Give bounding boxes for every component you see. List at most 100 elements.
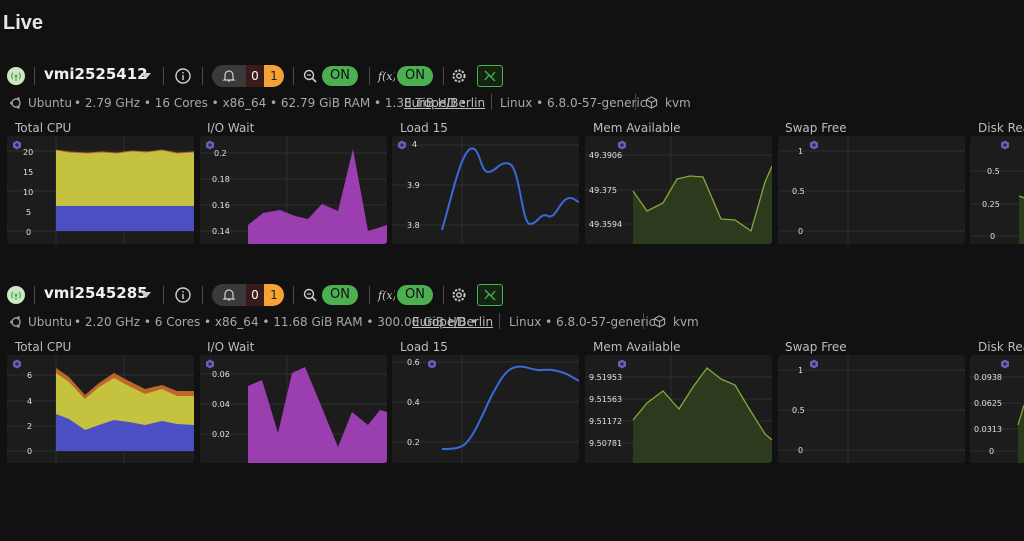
divider	[34, 286, 35, 304]
zoom-icon	[303, 288, 317, 302]
chart-off-button[interactable]	[477, 65, 503, 87]
y-tick: 6	[27, 371, 32, 380]
timezone-link[interactable]: Europe/Berlin	[404, 96, 486, 110]
zoom-toggle[interactable]: ON	[322, 66, 358, 86]
y-tick: 0.02	[212, 430, 230, 439]
function-icon: f(x)	[377, 70, 395, 83]
grafana-icon	[810, 359, 818, 369]
iowait-chart-panel[interactable]: 0.06 0.04 0.02	[200, 355, 387, 463]
zoom-toggle[interactable]: ON	[322, 285, 358, 305]
metric-label-swap: Swap Free	[785, 121, 847, 135]
divider	[499, 313, 500, 329]
virtualization: kvm	[665, 96, 691, 110]
ubuntu-icon	[10, 316, 21, 328]
y-tick: 9.50781	[589, 439, 622, 448]
chevron-down-icon[interactable]	[139, 69, 153, 83]
y-axis: 1 0.5 0	[792, 147, 805, 236]
chart-off-icon	[484, 70, 496, 82]
y-tick: 0	[27, 447, 32, 456]
swap-chart-panel[interactable]: 1 0.5 0	[778, 136, 965, 244]
y-tick: 2	[27, 422, 32, 431]
y-tick: 4	[412, 140, 417, 149]
svg-text:f(x): f(x)	[377, 70, 395, 83]
info-icon[interactable]	[174, 286, 192, 304]
critical-alert-count: 0	[246, 65, 264, 87]
timezone-link[interactable]: Europe/Berlin	[412, 315, 494, 329]
metric-label-cpu: Total CPU	[15, 121, 72, 135]
cpu-chart	[7, 136, 194, 244]
y-axis: 20 15 10 5 0	[23, 148, 33, 237]
divider	[163, 67, 164, 85]
divider	[163, 286, 164, 304]
y-tick: 0.06	[212, 370, 230, 379]
function-toggle[interactable]: ON	[397, 285, 433, 305]
y-axis: 9.51953 9.51563 9.51172 9.50781	[589, 373, 622, 448]
y-tick: 9.51172	[589, 417, 622, 426]
mem-chart-panel[interactable]: 9.51953 9.51563 9.51172 9.50781	[585, 355, 772, 463]
iowait-chart	[200, 355, 387, 463]
mem-chart-panel[interactable]: 49.3906 49.375 49.3594	[585, 136, 772, 244]
function-toggle[interactable]: ON	[397, 66, 433, 86]
virtualization: kvm	[673, 315, 699, 329]
y-axis: 0.6 0.4 0.2	[407, 358, 420, 447]
grafana-icon	[618, 359, 626, 369]
hardware-specs: • 2.20 GHz • 6 Cores • x86_64 • 11.68 Gi…	[74, 315, 477, 329]
hostname[interactable]: vmi2545285	[44, 284, 148, 302]
divider	[202, 67, 203, 85]
swap-chart-panel[interactable]: 1 0.5 0	[778, 355, 965, 463]
divider	[34, 67, 35, 85]
load-chart	[392, 136, 579, 244]
y-tick: 5	[26, 208, 31, 217]
y-axis: 0.0938 0.0625 0.0313 0	[974, 373, 1002, 456]
server-header: vmi2525412 0 1 ON f(x) ON	[0, 64, 1024, 88]
warning-alert-count: 1	[264, 65, 284, 87]
disk-chart-panel[interactable]: 0.0938 0.0625 0.0313 0	[970, 355, 1024, 463]
chart-off-button[interactable]	[477, 284, 503, 306]
hostname[interactable]: vmi2525412	[44, 65, 148, 83]
cpu-chart-panel[interactable]: 6 4 2 0	[7, 355, 194, 463]
y-axis: 49.3906 49.375 49.3594	[589, 151, 622, 229]
y-tick: 9.51953	[589, 373, 622, 382]
y-tick: 0	[990, 232, 995, 241]
y-tick: 49.375	[589, 186, 617, 195]
y-tick: 0.0313	[974, 425, 1002, 434]
y-axis: 0.5 0.25 0	[982, 167, 1000, 241]
metric-label-disk: Disk Read	[978, 340, 1024, 354]
divider	[293, 67, 294, 85]
load-chart	[392, 355, 579, 463]
gear-icon[interactable]	[450, 67, 468, 85]
load-chart-panel[interactable]: 0.6 0.4 0.2	[392, 355, 579, 463]
cube-icon	[653, 315, 666, 328]
y-tick: 0.04	[212, 400, 230, 409]
y-axis: 1 0.5 0	[792, 366, 805, 455]
critical-alert-count: 0	[246, 284, 264, 306]
alerts-pill[interactable]: 0 1	[212, 284, 284, 306]
zoom-icon	[303, 69, 317, 83]
disk-chart	[970, 170, 1024, 244]
metric-label-load: Load 15	[400, 121, 448, 135]
server-meta: Ubuntu • 2.79 GHz • 16 Cores • x86_64 • …	[0, 94, 1024, 112]
alerts-pill[interactable]: 0 1	[212, 65, 284, 87]
gear-icon[interactable]	[450, 286, 468, 304]
y-tick: 0.5	[987, 167, 1000, 176]
iowait-chart	[200, 136, 387, 244]
metric-label-load: Load 15	[400, 340, 448, 354]
y-tick: 49.3594	[589, 220, 622, 229]
grafana-icon	[1001, 140, 1009, 150]
disk-chart-panel[interactable]: 0.5 0.25 0	[970, 136, 1024, 244]
chevron-down-icon[interactable]	[139, 288, 153, 302]
function-icon: f(x)	[377, 289, 395, 302]
y-tick: 15	[23, 168, 33, 177]
metric-label-swap: Swap Free	[785, 340, 847, 354]
metric-label-mem: Mem Available	[593, 340, 681, 354]
divider	[369, 67, 370, 85]
swap-chart	[778, 136, 965, 244]
cpu-chart-panel[interactable]: 20 15 10 5 0	[7, 136, 194, 244]
server-meta: Ubuntu • 2.20 GHz • 6 Cores • x86_64 • 1…	[0, 313, 1024, 331]
y-tick: 0	[798, 446, 803, 455]
load-chart-panel[interactable]: 4 3.9 3.8	[392, 136, 579, 244]
info-icon[interactable]	[174, 67, 192, 85]
os-name: Ubuntu	[28, 315, 72, 329]
iowait-chart-panel[interactable]: 0.2 0.18 0.16 0.14	[200, 136, 387, 244]
y-tick: 0.2	[407, 438, 420, 447]
